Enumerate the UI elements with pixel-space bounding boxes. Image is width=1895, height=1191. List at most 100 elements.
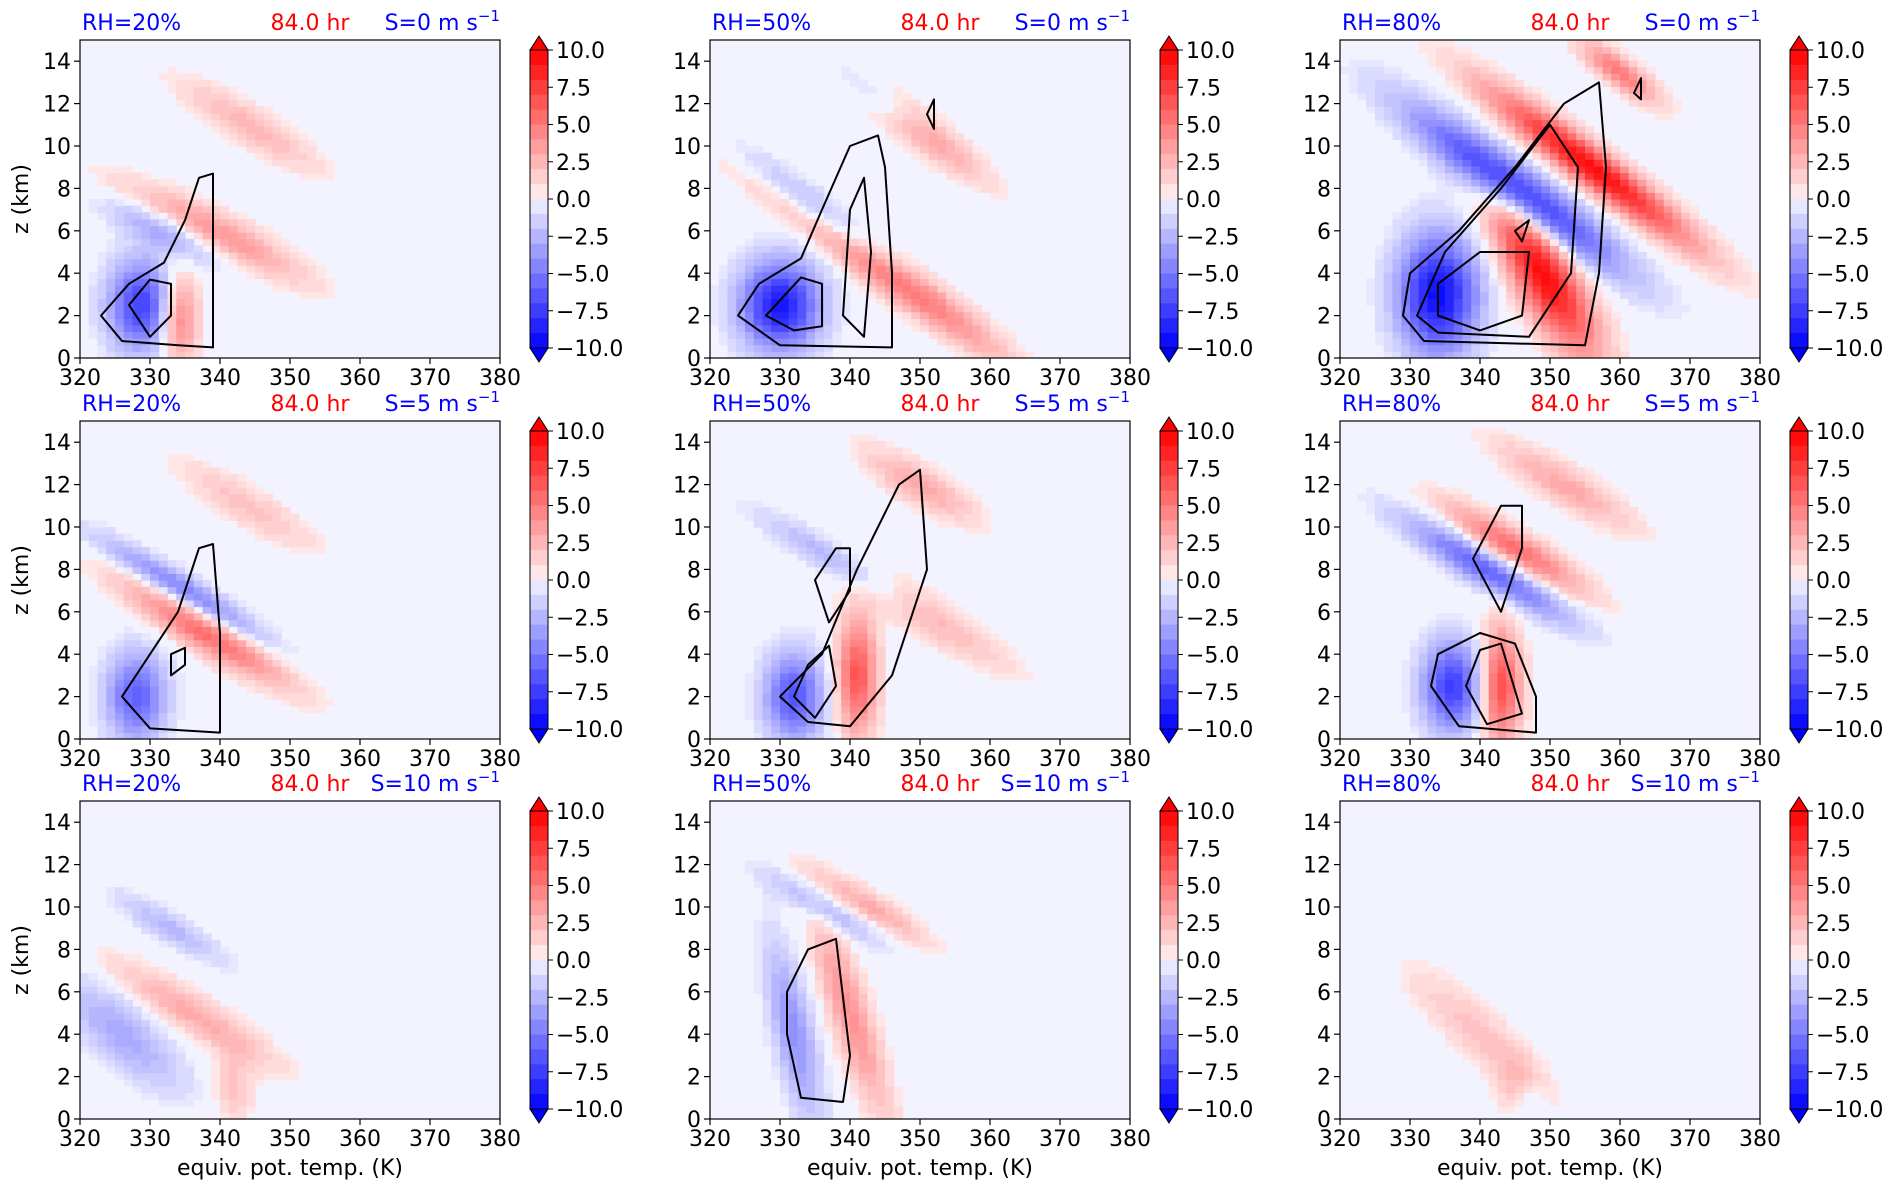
heatmap-cell: [1663, 218, 1674, 227]
heatmap-cell: [132, 652, 142, 661]
heatmap-cell: [1410, 225, 1420, 233]
heatmap-cell: [832, 238, 842, 246]
heatmap-cell: [1602, 633, 1612, 641]
heatmap-cell: [290, 699, 300, 707]
heatmap-cell: [1480, 165, 1490, 174]
heatmap-cell: [753, 311, 764, 319]
heatmap-cell: [780, 351, 790, 359]
heatmap-cell: [1558, 298, 1569, 306]
heatmap-cell: [1366, 298, 1376, 306]
heatmap-cell: [1506, 699, 1516, 707]
heatmap-cell: [850, 686, 860, 694]
heatmap-cell: [1585, 520, 1595, 528]
heatmap-cell: [1480, 500, 1490, 508]
heatmap-cell: [832, 546, 842, 555]
heatmap-cell: [876, 599, 886, 608]
heatmap-cell: [946, 520, 956, 528]
heatmap-cell: [211, 79, 221, 87]
heatmap-cell: [1637, 165, 1647, 174]
heatmap-cell: [727, 305, 737, 313]
heatmap-cell: [1375, 106, 1385, 114]
heatmap-cell: [123, 900, 134, 908]
heatmap-cell: [788, 192, 799, 200]
heatmap-cell: [123, 953, 134, 961]
heatmap-cell: [316, 705, 326, 714]
heatmap-cell: [123, 1039, 134, 1047]
heatmap-cell: [1418, 252, 1429, 260]
heatmap-cell: [1576, 311, 1586, 319]
heatmap-cell: [1611, 344, 1621, 352]
heatmap-cell: [1357, 59, 1367, 68]
y-tick-label: 8: [1317, 558, 1331, 583]
heatmap-cell: [1418, 93, 1429, 101]
heatmap-cell: [1637, 265, 1647, 273]
heatmap-cell: [193, 338, 204, 346]
heatmap-cell: [1392, 238, 1402, 246]
heatmap-cell: [1383, 119, 1394, 127]
heatmap-cell: [150, 566, 160, 574]
heatmap-cell: [946, 146, 956, 154]
heatmap-cell: [316, 291, 326, 299]
heatmap-cell: [1445, 285, 1455, 293]
heatmap-cell: [946, 126, 956, 134]
heatmap-cell: [1506, 646, 1516, 654]
heatmap-cell: [1515, 238, 1525, 246]
heatmap-cell: [1567, 285, 1577, 293]
heatmap-cell: [1488, 692, 1499, 700]
heatmap-cell: [946, 132, 956, 140]
heatmap-cell: [176, 613, 186, 621]
heatmap-cell: [1620, 533, 1630, 541]
heatmap-cell: [911, 586, 921, 594]
colorbar-tick-label: −2.5: [1816, 606, 1869, 631]
heatmap-cell: [1471, 126, 1481, 134]
heatmap-cell: [167, 331, 177, 339]
heatmap-cell: [1515, 119, 1525, 127]
heatmap-cell: [272, 265, 282, 273]
heatmap-cell: [1427, 238, 1437, 246]
heatmap-cell: [1480, 159, 1490, 167]
heatmap-cell: [1558, 599, 1569, 608]
heatmap-cell: [1620, 285, 1630, 293]
heatmap-cell: [1462, 271, 1472, 280]
heatmap-cell: [867, 725, 877, 733]
heatmap-cell: [132, 979, 142, 988]
colorbar-extend-top: [529, 35, 549, 51]
heatmap-cell: [132, 666, 142, 674]
heatmap-cell: [1410, 79, 1420, 87]
heatmap-cell: [141, 324, 151, 333]
heatmap-cell: [1462, 566, 1472, 574]
heatmap-cell: [1506, 520, 1516, 528]
heatmap-cell: [753, 705, 764, 714]
heatmap-cell: [806, 311, 816, 319]
heatmap-cell: [202, 474, 212, 482]
heatmap-cell: [1488, 447, 1499, 455]
heatmap-cell: [946, 513, 956, 521]
heatmap-cell: [815, 639, 825, 647]
contour-line: [1514, 219, 1530, 243]
heatmap-cell: [753, 692, 764, 700]
heatmap-cell: [841, 218, 851, 227]
heatmap-cell: [158, 305, 169, 313]
heatmap-cell: [1436, 351, 1446, 359]
heatmap-cell: [123, 271, 134, 280]
heatmap-cell: [1436, 633, 1446, 641]
colorbar: −10.0−7.5−5.0−2.50.02.55.07.510.0: [529, 35, 623, 363]
heatmap-cell: [106, 278, 116, 286]
heatmap-cell: [1366, 79, 1376, 87]
heatmap-cell: [920, 467, 930, 475]
heatmap-cell: [762, 513, 772, 521]
heatmap-cell: [1427, 646, 1437, 654]
heatmap-cell: [97, 546, 107, 555]
heatmap-cell: [202, 265, 212, 273]
heatmap-cell: [1576, 278, 1586, 286]
heatmap-cell: [1602, 318, 1612, 326]
heatmap-cell: [1480, 66, 1490, 74]
heatmap-cell: [823, 699, 834, 707]
heatmap-cell: [150, 291, 160, 299]
heatmap-cell: [946, 291, 956, 299]
heatmap-cell: [106, 225, 116, 233]
heatmap-cell: [1488, 566, 1499, 574]
heatmap-cell: [1646, 192, 1656, 200]
heatmap-cell: [290, 126, 300, 134]
heatmap-cell: [788, 172, 799, 180]
